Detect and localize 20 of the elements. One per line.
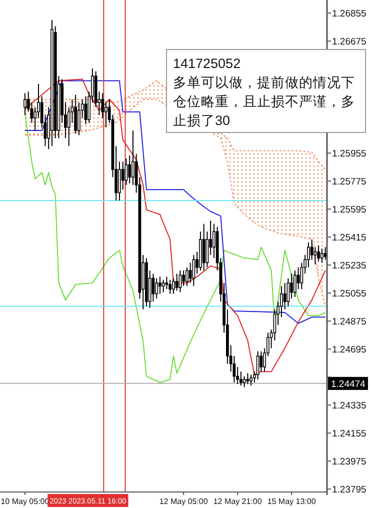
x-tick-label: 12 May 21:00 [213,497,262,506]
y-tick-label: 1.25415 [332,232,366,244]
y-tick-label: 1.25595 [332,204,366,216]
y-tick-label: 1.24155 [332,428,366,440]
y-tick-label: 1.23975 [332,456,366,468]
annotation: 多单可以做，提前做的情况下仓位略重，且止损不严谨，多止损了30 [173,74,356,130]
y-tick-label: 1.23795 [332,484,366,496]
y-tick-label: 1.25235 [332,260,366,272]
x-tick-label: 15 May 13:00 [267,497,316,506]
x-tick-label: 12 May 05:00 [159,497,208,506]
y-tick-label: 1.24875 [332,316,366,328]
y-tick-label: 1.26675 [332,36,366,48]
y-tick-label: 1.24335 [332,400,366,412]
y-tick-label: 1.24695 [332,344,366,356]
y-tick-label: 1.25055 [332,288,366,300]
ref-line-label: 1.24474 [331,378,366,390]
y-tick-label: 1.25955 [332,148,366,160]
annotation: 141725052 [173,55,242,73]
y-tick-label: 1.25775 [332,176,366,188]
y-tick-label: 1.26855 [332,8,366,20]
